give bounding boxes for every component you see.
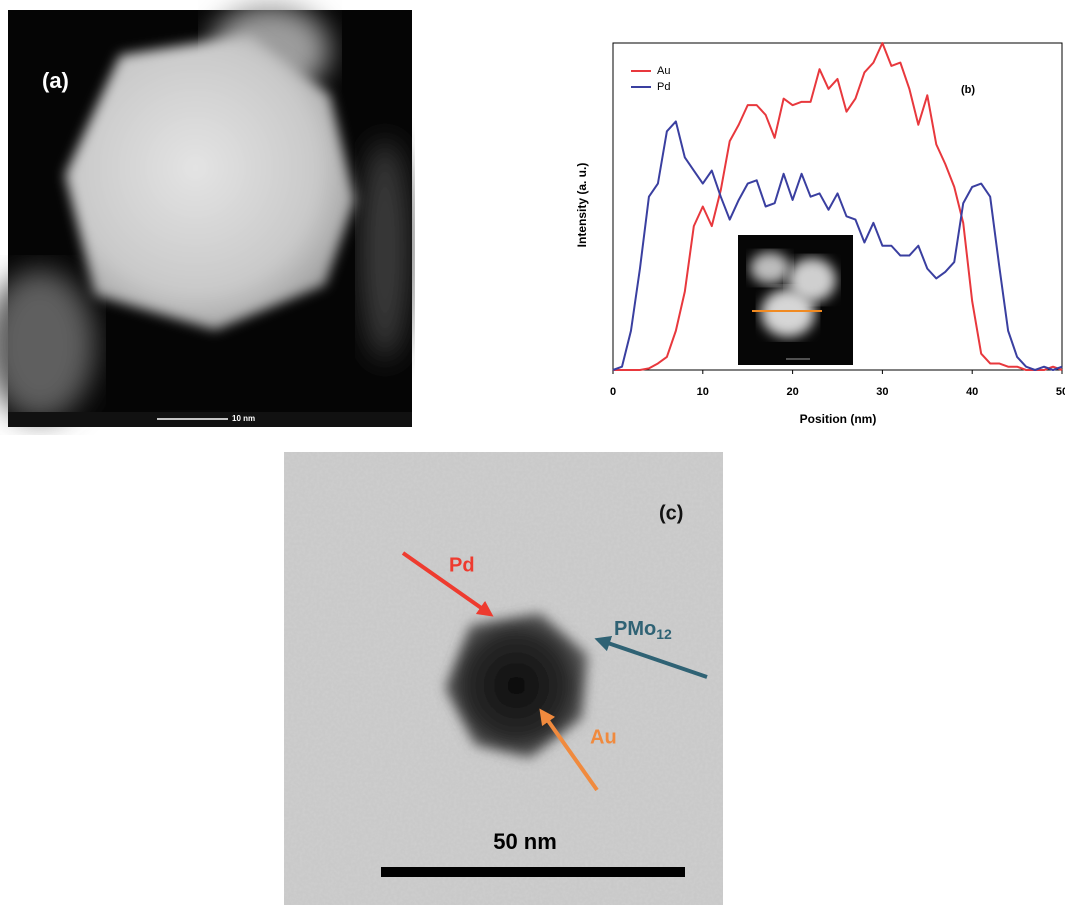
inset-particle <box>750 252 790 284</box>
scale-label: 10 nm <box>232 414 255 423</box>
inset-image <box>738 235 853 365</box>
legend-label: Au <box>657 65 670 77</box>
annotation-au: Au <box>590 726 617 748</box>
neighbor-particle <box>0 270 95 420</box>
scale-bar <box>381 867 685 877</box>
x-tick-label: 40 <box>966 386 978 398</box>
x-tick-label: 30 <box>876 386 888 398</box>
panel-label: (a) <box>42 68 69 93</box>
inset-particle <box>761 289 815 337</box>
neighbor-particle <box>360 140 410 360</box>
arrow-au <box>539 708 599 792</box>
legend-label: Pd <box>657 81 670 93</box>
panel-c: Pd PMo12 Au (c) 50 nm <box>284 452 723 905</box>
panel-a: 10 nm (a) <box>0 5 412 427</box>
x-tick-label: 10 <box>697 386 709 398</box>
inset-particle <box>788 258 836 302</box>
series-line <box>613 42 1063 371</box>
annotation-pmo-subscript: 12 <box>656 626 672 642</box>
series-line <box>612 120 1063 371</box>
annotation-pmo: PMo12 <box>614 618 672 641</box>
panel-label: (b) <box>961 84 975 96</box>
plot-frame <box>612 42 1063 371</box>
scale-label: 50 nm <box>493 829 557 854</box>
panel-b: Position (nm) Intensity (a. u.) (b) 0 10 2… <box>575 42 1065 426</box>
particle <box>65 35 355 330</box>
annotation-pd: Pd <box>449 554 475 576</box>
panel-label: (c) <box>659 502 683 524</box>
arrow-pd <box>401 551 494 617</box>
x-axis-label: Position (nm) <box>800 412 877 426</box>
arrow-pmo <box>594 636 708 679</box>
x-tick-label: 20 <box>786 386 798 398</box>
x-tick-label: 50 <box>1056 386 1065 398</box>
x-tick-label: 0 <box>610 386 616 398</box>
y-axis-label: Intensity (a. u.) <box>575 163 589 248</box>
annotation-pmo-text: PMo <box>614 618 656 640</box>
